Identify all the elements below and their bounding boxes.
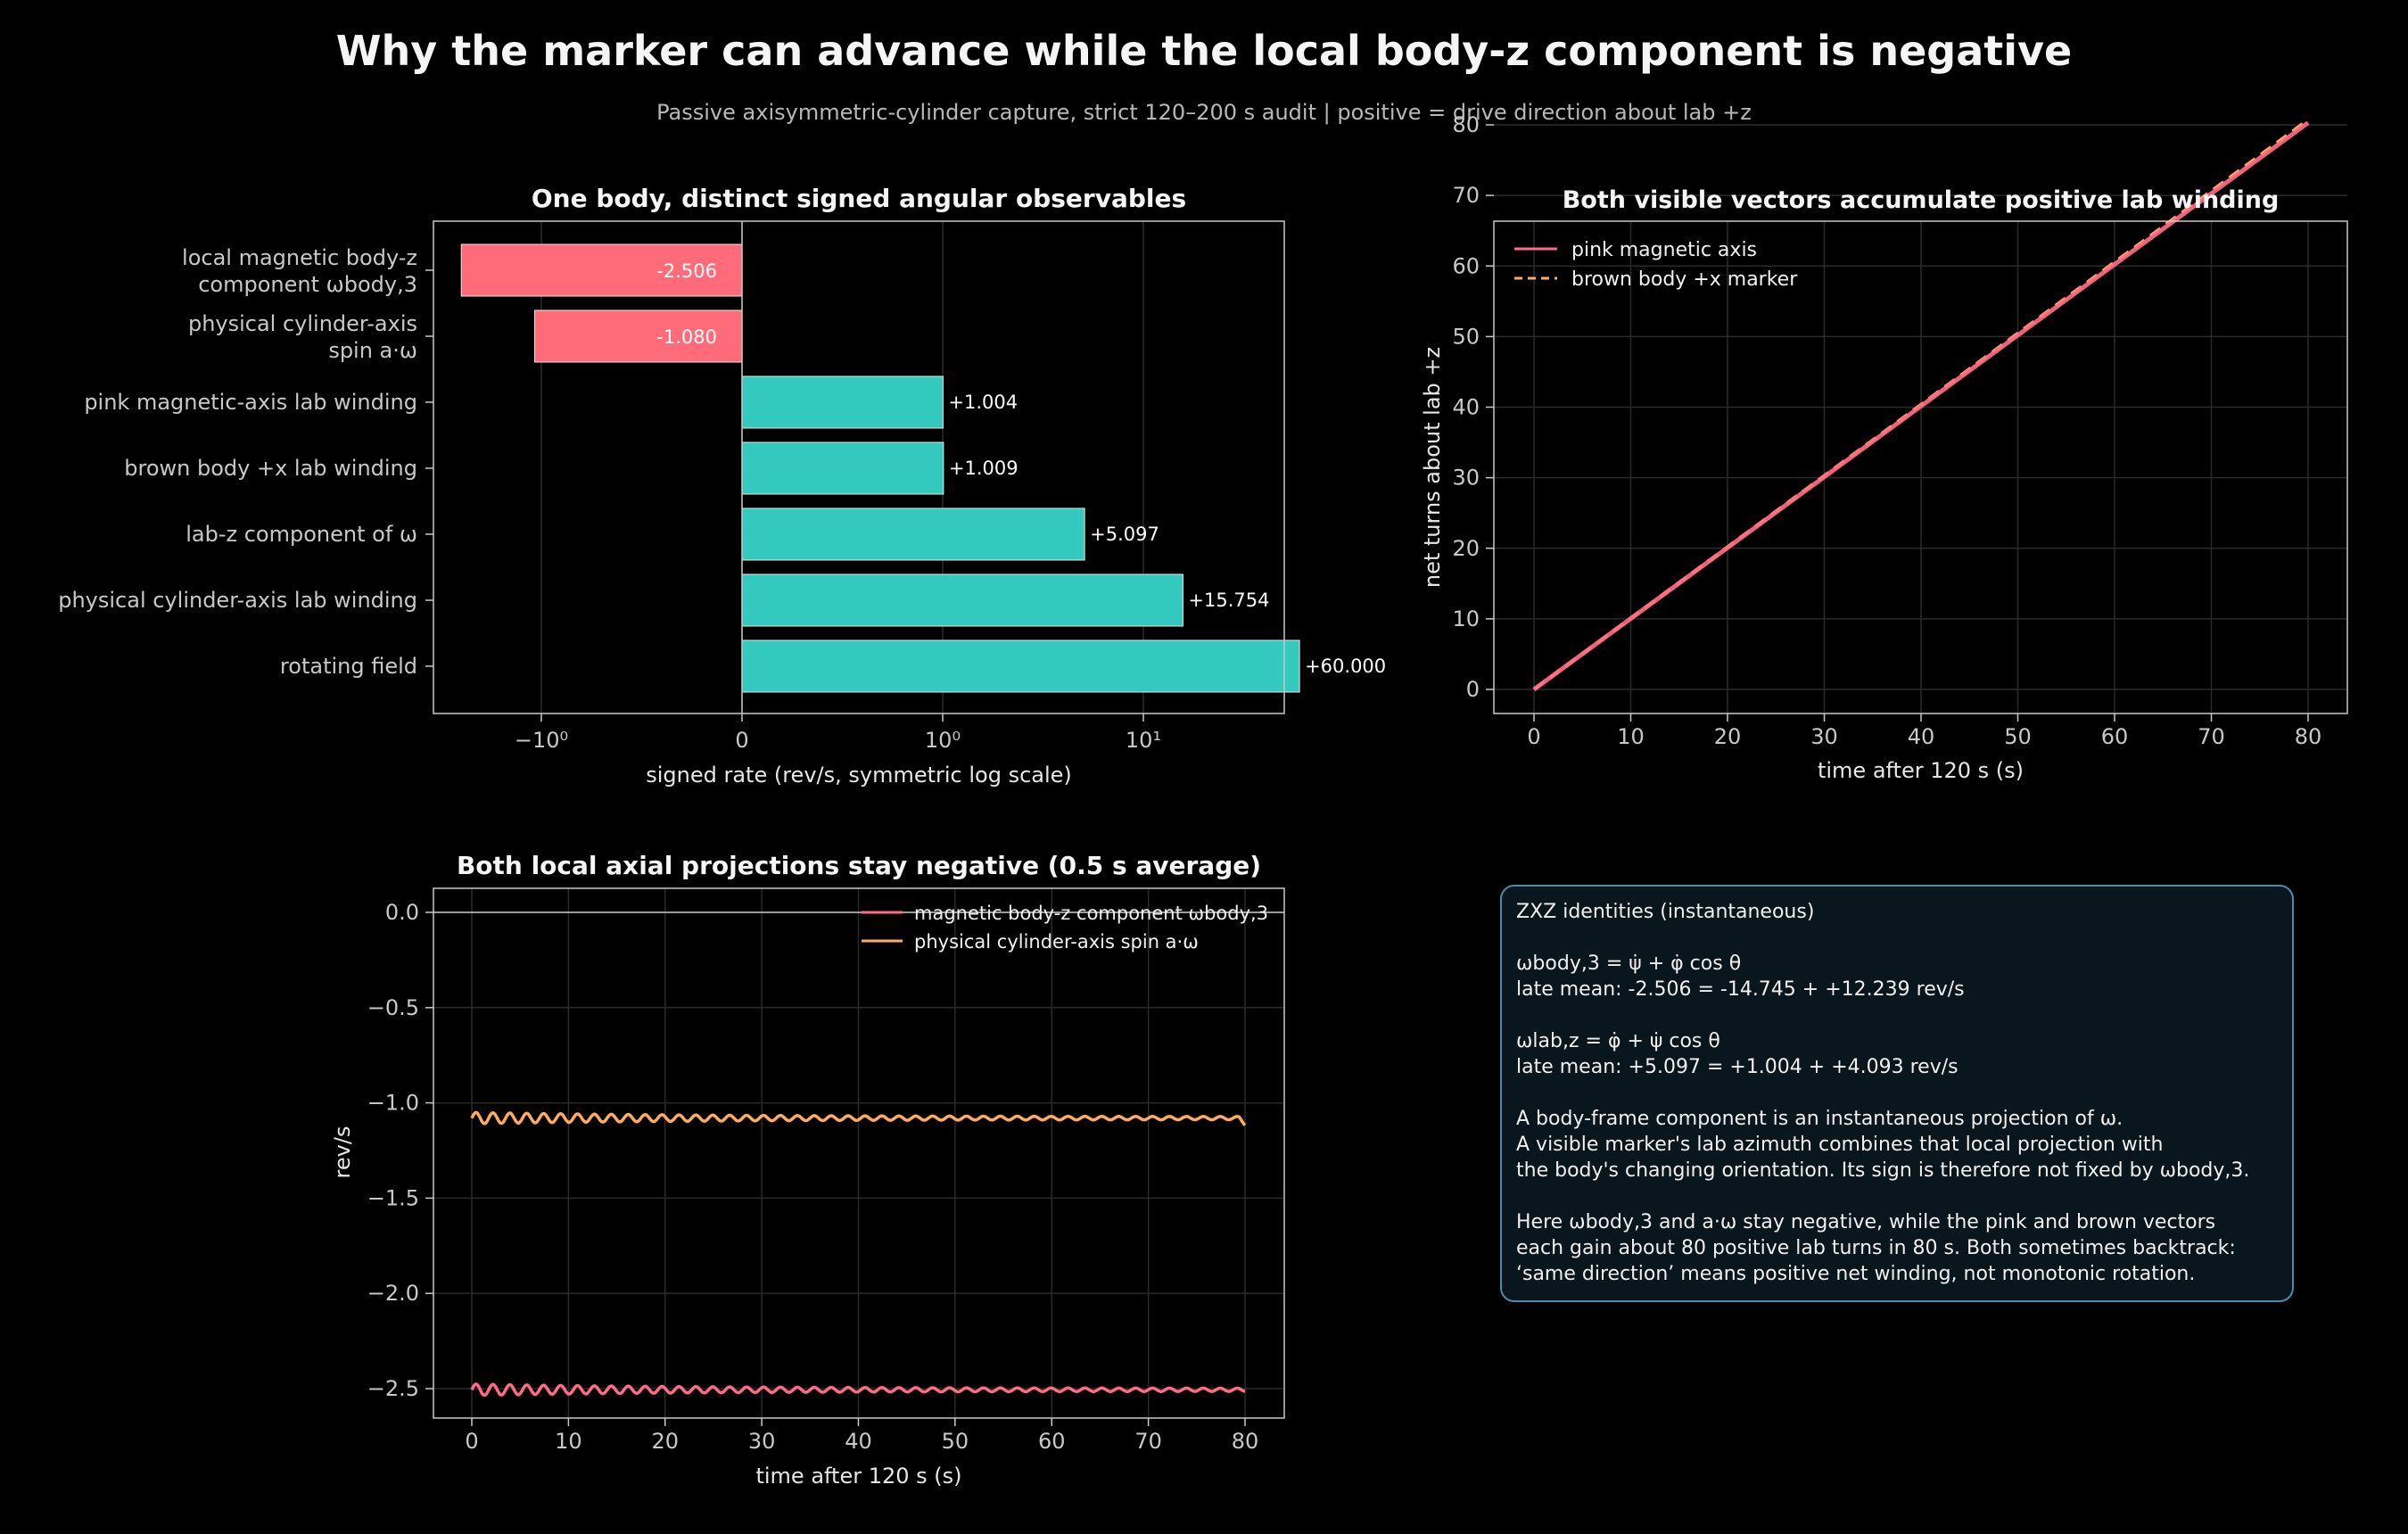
bar bbox=[741, 639, 1300, 693]
legend-label-cylinder-spin: physical cylinder-axis spin a·ω bbox=[914, 931, 1199, 953]
bar-value-label: +15.754 bbox=[1188, 590, 1269, 611]
y-tick-label: 0 bbox=[1466, 677, 1480, 702]
x-tick-label: 60 bbox=[2101, 724, 2129, 749]
category-label: spin a·ω bbox=[328, 338, 417, 363]
category-label: lab-z component of ω bbox=[186, 522, 417, 547]
winding-chart-title: Both visible vectors accumulate positive… bbox=[1563, 186, 2280, 214]
y-tick-label: −1.5 bbox=[367, 1185, 419, 1210]
x-tick-label: 60 bbox=[1038, 1429, 1066, 1454]
x-tick-label: −10⁰ bbox=[515, 728, 568, 753]
x-tick-label: 30 bbox=[1810, 724, 1838, 749]
info-heading: ZXZ identities (instantaneous) bbox=[1516, 901, 1815, 923]
bar-value-label: +1.004 bbox=[948, 392, 1018, 413]
y-tick-label: 10 bbox=[1452, 606, 1480, 631]
x-tick-label: 10 bbox=[555, 1429, 582, 1454]
winding-chart-xlabel: time after 120 s (s) bbox=[1818, 758, 2024, 783]
y-tick-label: 50 bbox=[1452, 324, 1480, 349]
projection-chart-ylabel: rev/s bbox=[330, 1126, 355, 1179]
bar bbox=[741, 573, 1183, 627]
bar-value-label: +1.009 bbox=[949, 458, 1018, 479]
y-tick-label: 60 bbox=[1452, 253, 1480, 278]
info-conclusion: Here ωbody,3 and a·ω stay negative, whil… bbox=[1516, 1211, 2236, 1285]
legend-label-pink: pink magnetic axis bbox=[1571, 239, 1757, 261]
y-tick-label: 20 bbox=[1452, 536, 1480, 561]
y-tick-label: −1.0 bbox=[367, 1091, 419, 1116]
bar bbox=[741, 441, 944, 495]
y-tick-label: −2.0 bbox=[367, 1281, 419, 1306]
y-tick-label: 40 bbox=[1452, 395, 1480, 420]
x-tick-label: 10 bbox=[1617, 724, 1645, 749]
category-label: pink magnetic-axis lab winding bbox=[84, 390, 417, 415]
category-label: physical cylinder-axis lab winding bbox=[58, 588, 417, 613]
figure-title: Why the marker can advance while the loc… bbox=[335, 27, 2073, 75]
x-tick-label: 80 bbox=[1232, 1429, 1259, 1454]
x-tick-label: 30 bbox=[748, 1429, 776, 1454]
x-tick-label: 0 bbox=[465, 1429, 478, 1454]
info-body-identity: ωbody,3 = ψ̇ + φ̇ cos θ late mean: -2.50… bbox=[1516, 953, 1965, 1001]
series-line-cylinder-spin bbox=[470, 1110, 1247, 1126]
bar-value-label: +5.097 bbox=[1090, 524, 1159, 545]
x-tick-label: 20 bbox=[651, 1429, 679, 1454]
bar bbox=[741, 375, 944, 429]
bar bbox=[741, 507, 1085, 561]
y-tick-label: 80 bbox=[1452, 112, 1480, 137]
bar-value-label: -2.506 bbox=[656, 260, 717, 282]
x-tick-label: 0 bbox=[1527, 724, 1540, 749]
series-line-pink-axis bbox=[1532, 120, 2310, 692]
winding-chart-ylabel: net turns about lab +z bbox=[1420, 347, 1445, 588]
projection-chart-panel: 0 10 20 30 40 50 60 70 80 0.0 −0.5 −1.0 −1.5 −2.0 −2.5… bbox=[330, 851, 1285, 1489]
x-tick-label: 40 bbox=[845, 1429, 872, 1454]
zxz-identities-box: ZXZ identities (instantaneous) ωbody,3 =… bbox=[1500, 885, 2294, 1302]
winding-chart-panel: 0 10 20 30 40 50 60 70 80 0 10 20 30 40 50 60 70 80 Both v… bbox=[1420, 112, 2348, 783]
bar-plot-frame bbox=[433, 220, 1285, 714]
x-tick-label: 50 bbox=[2004, 724, 2032, 749]
x-tick-label: 80 bbox=[2295, 724, 2322, 749]
y-tick-label: 70 bbox=[1452, 183, 1480, 208]
bar-value-label: +60.000 bbox=[1305, 656, 1386, 677]
x-tick-label: 70 bbox=[1134, 1429, 1162, 1454]
category-label: component ωbody,3 bbox=[198, 272, 417, 297]
category-label: local magnetic body-z bbox=[182, 245, 417, 270]
info-explanation: A body-frame component is an instantaneo… bbox=[1516, 1108, 2250, 1182]
x-tick-label: 10⁰ bbox=[925, 728, 961, 753]
bar-value-label: -1.080 bbox=[656, 326, 717, 348]
x-tick-label: 70 bbox=[2198, 724, 2225, 749]
bar-chart-xlabel: signed rate (rev/s, symmetric log scale) bbox=[646, 763, 1072, 788]
info-lab-identity: ωlab,z = φ̇ + ψ̇ cos θ late mean: +5.097… bbox=[1516, 1030, 1959, 1078]
figure-subtitle: Passive axisymmetric-cylinder capture, s… bbox=[656, 100, 1752, 125]
category-label: physical cylinder-axis bbox=[188, 311, 417, 336]
x-tick-label: 20 bbox=[1714, 724, 1742, 749]
projection-chart-xlabel: time after 120 s (s) bbox=[755, 1464, 961, 1489]
x-tick-label: 0 bbox=[735, 728, 748, 753]
y-tick-label: 0.0 bbox=[385, 900, 419, 925]
x-tick-label: 40 bbox=[1908, 724, 1935, 749]
y-tick-label: −2.5 bbox=[367, 1376, 419, 1401]
x-tick-label: 10¹ bbox=[1126, 728, 1161, 753]
x-tick-label: 50 bbox=[942, 1429, 969, 1454]
legend-label-body-z: magnetic body-z component ωbody,3 bbox=[914, 903, 1268, 924]
series-line-body-z bbox=[470, 1382, 1246, 1398]
projection-chart-title: Both local axial projections stay negati… bbox=[457, 851, 1261, 880]
category-label: rotating field bbox=[280, 654, 417, 679]
legend-label-brown: brown body +x marker bbox=[1571, 268, 1798, 291]
bar-chart-title: One body, distinct signed angular observ… bbox=[532, 184, 1186, 213]
bar bbox=[533, 309, 743, 363]
y-tick-label: −0.5 bbox=[367, 995, 419, 1020]
y-tick-label: 30 bbox=[1452, 466, 1480, 491]
category-label: brown body +x lab winding bbox=[124, 456, 417, 481]
